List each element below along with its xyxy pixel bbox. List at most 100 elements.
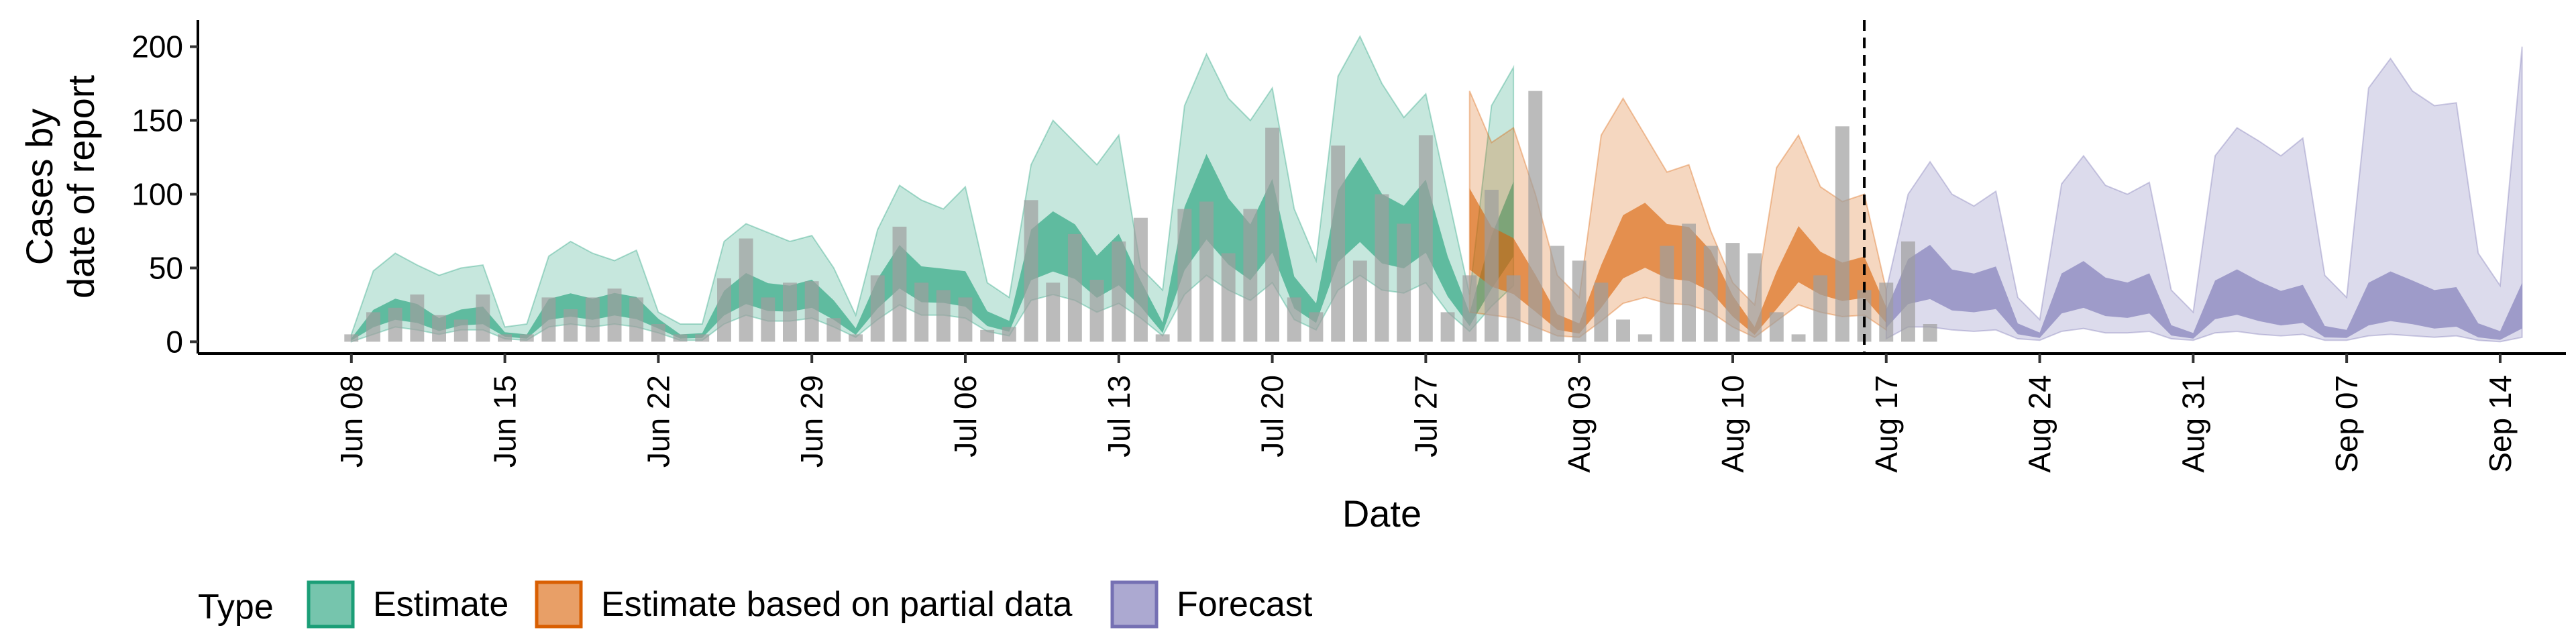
- reported-cases-bar: [1265, 127, 1279, 342]
- x-tick-label: Jun 15: [488, 375, 523, 468]
- legend-item-estimate-based-on-partial-data: Estimate based on partial data: [535, 580, 1073, 629]
- y-tick-label: 150: [131, 103, 183, 138]
- reported-cases-bar: [1660, 246, 1674, 342]
- reported-cases-bar: [980, 329, 995, 342]
- reported-cases-bar: [1199, 201, 1214, 342]
- reported-cases-bar: [541, 297, 556, 342]
- reported-cases-bar: [1638, 334, 1652, 342]
- reported-cases-bar: [1923, 324, 1937, 342]
- x-tick-label: Jul 27: [1408, 375, 1443, 458]
- reported-cases-bar: [1791, 334, 1806, 342]
- reported-cases-bar: [1221, 253, 1236, 342]
- legend-title: Type: [198, 588, 274, 627]
- reported-cases-bar: [1462, 275, 1477, 342]
- reported-cases-bar: [1375, 194, 1389, 342]
- x-tick-label: Jul 20: [1255, 375, 1290, 458]
- reported-cases-bar: [1550, 246, 1564, 342]
- legend-label: Estimate: [373, 585, 508, 624]
- forecast-ci50-band: [1886, 245, 2522, 340]
- y-axis-title-line-2: date of report: [60, 75, 102, 299]
- reported-cases-bar: [1134, 217, 1148, 342]
- x-tick-label: Jun 08: [334, 375, 369, 468]
- x-tick-label: Aug 03: [1562, 375, 1597, 473]
- reported-cases-bar: [344, 334, 359, 342]
- reported-cases-bar: [1901, 241, 1915, 342]
- reported-cases-bar: [1243, 209, 1258, 342]
- reported-cases-bar: [870, 275, 885, 342]
- reported-cases-bar: [1748, 253, 1762, 342]
- reported-cases-bar: [783, 282, 797, 342]
- legend-item-forecast: Forecast: [1110, 580, 1313, 629]
- reported-cases-bar: [1440, 312, 1455, 342]
- reported-cases-bar: [1769, 312, 1784, 342]
- reported-cases-bar: [914, 282, 929, 342]
- reported-cases-bar: [1418, 135, 1433, 342]
- reported-cases-bar: [1352, 260, 1367, 342]
- reported-cases-bar: [717, 278, 731, 342]
- reported-cases-bar: [1813, 275, 1828, 342]
- x-tick-label: Aug 31: [2176, 375, 2210, 473]
- reported-cases-bar: [1155, 334, 1170, 342]
- reported-cases-bar: [1835, 126, 1849, 342]
- reported-cases-bar: [1287, 297, 1301, 342]
- x-tick-label: Aug 17: [1869, 375, 1904, 473]
- plot-area: [344, 20, 2523, 354]
- reported-cases-bar: [673, 334, 688, 342]
- reported-cases-bar: [498, 334, 512, 342]
- reported-cases-bar: [453, 319, 468, 342]
- reported-cases-bar: [958, 297, 973, 342]
- reported-cases-bar: [1594, 282, 1609, 342]
- estimate-based-on-partial-data-ci50-band: [1469, 188, 1886, 335]
- x-tick-label: Aug 10: [1715, 375, 1750, 473]
- reported-cases-bar: [564, 309, 578, 342]
- reported-cases-bar: [739, 238, 753, 342]
- x-tick-label: Aug 24: [2023, 375, 2057, 473]
- x-tick-label: Jul 06: [948, 375, 983, 458]
- reported-cases-bar: [1309, 312, 1324, 342]
- y-tick-label: 50: [149, 250, 183, 285]
- legend-swatch: [535, 580, 583, 629]
- reported-cases-bar: [1528, 91, 1543, 342]
- x-tick-label: Sep 07: [2329, 375, 2364, 473]
- legend-label: Estimate based on partial data: [601, 585, 1073, 624]
- reported-cases-bar: [1879, 282, 1894, 342]
- reported-cases-bar: [1177, 209, 1192, 342]
- axis-labels: Date Cases by date of report: [18, 75, 1421, 535]
- reported-cases-bar: [629, 297, 644, 342]
- y-tick-label: 100: [131, 176, 183, 211]
- x-tick-label: Jun 22: [641, 375, 676, 468]
- reported-cases-bar: [1506, 275, 1521, 342]
- x-tick-label: Sep 14: [2483, 375, 2518, 473]
- legend: Type Estimate Estimate based on partial d…: [198, 580, 1313, 629]
- reported-cases-bar: [695, 334, 710, 342]
- x-tick-label: Jul 13: [1102, 375, 1136, 458]
- reported-cases-bar: [1616, 319, 1630, 342]
- reported-cases-bar: [1112, 241, 1126, 342]
- reported-cases-bar: [1725, 243, 1740, 342]
- reported-cases-bar: [849, 334, 863, 342]
- legend-label: Forecast: [1177, 585, 1313, 624]
- reported-cases-bar: [410, 294, 425, 342]
- reported-cases-bar: [1485, 189, 1499, 342]
- reported-cases-bar: [1703, 246, 1718, 342]
- y-tick-label: 0: [166, 324, 183, 359]
- legend-swatch: [307, 580, 355, 629]
- reported-cases-bar: [1002, 327, 1016, 342]
- reported-cases-bar: [432, 315, 446, 342]
- y-tick-label: 200: [131, 30, 183, 64]
- reported-cases-bar: [761, 297, 775, 342]
- y-axis-title-line-1: Cases by: [18, 109, 60, 265]
- x-tick-label: Jun 29: [794, 375, 829, 468]
- reported-cases-bar: [1024, 200, 1038, 342]
- forecast-ci90-band: [1885, 46, 2523, 343]
- reported-cases-bar: [804, 281, 819, 342]
- reported-cases-bar: [651, 324, 665, 342]
- reported-cases-bar: [476, 294, 490, 342]
- reported-cases-bar: [892, 226, 907, 342]
- reported-cases-bar: [388, 307, 402, 342]
- reported-cases-bar: [519, 334, 534, 342]
- reported-cases-bar: [1067, 233, 1082, 342]
- estimate-ci50-band: [351, 154, 1514, 341]
- reported-cases-bar: [1331, 145, 1346, 342]
- reported-cases-bar: [1046, 282, 1061, 342]
